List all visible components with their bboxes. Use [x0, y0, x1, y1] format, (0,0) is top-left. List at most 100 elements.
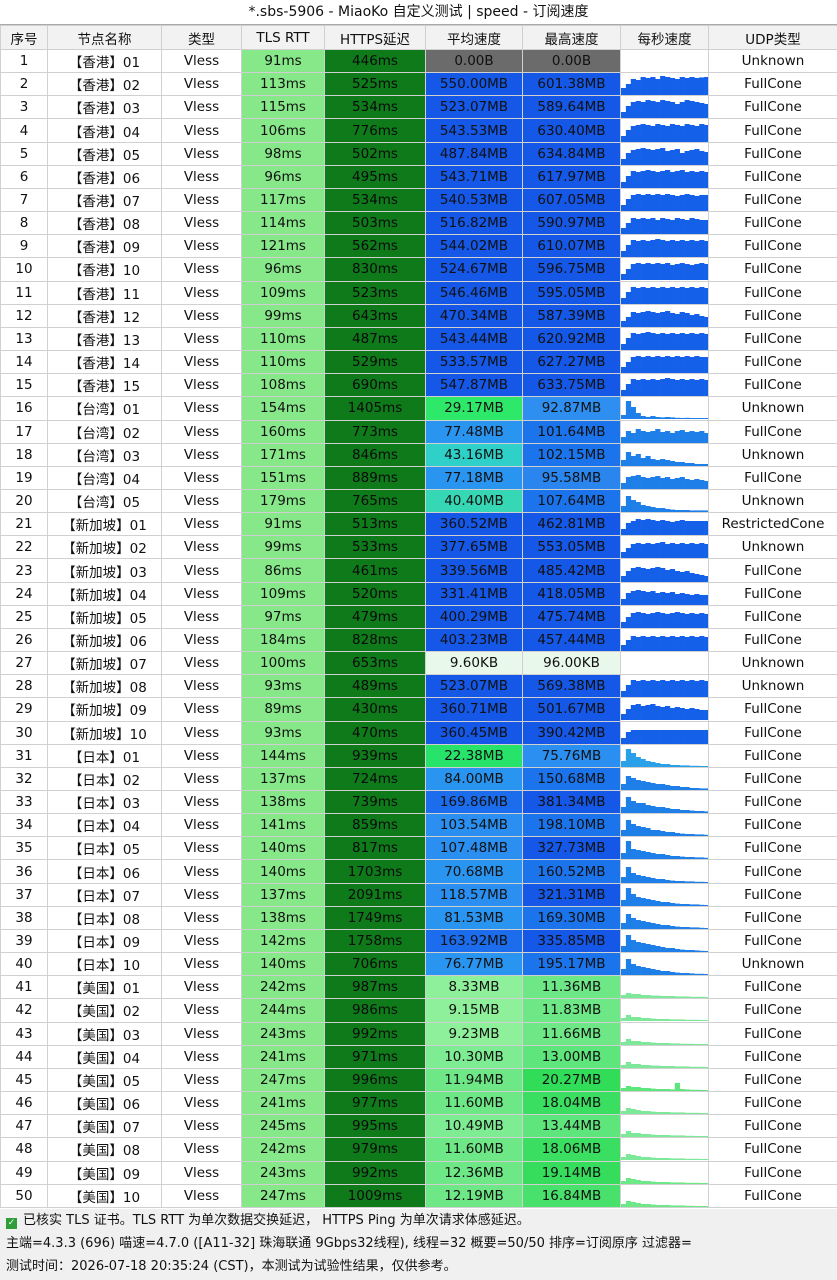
table-row[interactable]: 39 【日本】09 Vless 142ms 1758ms 163.92MB 335.85MB… [0, 928, 837, 954]
table-row[interactable]: 31 【日本】01 Vless 144ms 939ms 22.38MB 75.76MB Ful… [0, 743, 837, 768]
max-speed-cell: 101.64MB [522, 419, 621, 444]
sparkline-bar [679, 635, 685, 651]
table-row[interactable]: 1 【香港】01 Vless 91ms 446ms 0.00B 0.00B Unknown [0, 48, 837, 74]
sparkline-bar [669, 1065, 676, 1068]
header-https-latency[interactable]: HTTPS延迟 [324, 25, 426, 50]
table-row[interactable]: 3 【香港】03 Vless 115ms 534ms 523.07MB 589.64MB Fu… [0, 95, 837, 120]
table-row[interactable]: 12 【香港】12 Vless 99ms 643ms 470.34MB 587.39MB Fu… [0, 303, 837, 328]
sparkline-bar [704, 463, 708, 466]
table-row[interactable]: 5 【香港】05 Vless 98ms 502ms 487.84MB 634.84MB Ful… [0, 141, 837, 166]
table-row[interactable]: 47 【美国】07 Vless 245ms 995ms 10.49MB 13.44MB Ful… [0, 1114, 837, 1139]
table-row[interactable]: 11 【香港】11 Vless 109ms 523ms 546.46MB 595.05MB F… [0, 280, 837, 305]
sparkline-bar [645, 781, 651, 790]
sparkline-bar [650, 1088, 656, 1091]
max-speed-cell: 589.64MB [522, 95, 621, 120]
table-row[interactable]: 46 【美国】06 Vless 241ms 977ms 11.60MB 18.04MB Ful… [0, 1091, 837, 1116]
table-row[interactable]: 44 【美国】04 Vless 241ms 971ms 10.30MB 13.00MB Ful… [0, 1044, 837, 1069]
table-row[interactable]: 14 【香港】14 Vless 110ms 529ms 533.57MB 627.27MB F… [0, 350, 837, 375]
header-type[interactable]: 类型 [161, 25, 242, 50]
sparkline-bar [694, 1089, 700, 1091]
table-row[interactable]: 48 【美国】08 Vless 242ms 979ms 11.60MB 18.06MB Ful… [0, 1137, 837, 1162]
sparkline-bar [704, 858, 708, 859]
table-row[interactable]: 49 【美国】09 Vless 243ms 992ms 12.36MB 19.14MB Ful… [0, 1160, 837, 1185]
sparkline-bar [674, 681, 680, 697]
header-index[interactable]: 序号 [0, 25, 48, 50]
table-row[interactable]: 15 【香港】15 Vless 108ms 690ms 547.87MB 633.75MB F… [0, 373, 837, 398]
table-row[interactable]: 34 【日本】04 Vless 141ms 859ms 103.54MB 198.10MB F… [0, 813, 837, 838]
table-row[interactable]: 36 【日本】06 Vless 140ms 1703ms 70.68MB 160.52MB F… [0, 859, 837, 884]
sparkline-bar [630, 612, 636, 628]
table-row[interactable]: 22 【新加坡】02 Vless 99ms 533ms 377.65MB 553.05MB U… [0, 535, 837, 560]
table-row[interactable]: 8 【香港】08 Vless 114ms 503ms 516.82MB 590.97MB Fu… [0, 211, 837, 236]
table-row[interactable]: 13 【香港】13 Vless 110ms 487ms 543.44MB 620.92MB F… [0, 326, 837, 352]
sparkline-bar [669, 195, 676, 211]
header-max-speed[interactable]: 最高速度 [522, 25, 621, 50]
table-row[interactable]: 45 【美国】05 Vless 247ms 996ms 11.94MB 20.27MB Ful… [0, 1067, 837, 1093]
table-row[interactable]: 25 【新加坡】05 Vless 97ms 479ms 400.29MB 475.74MB F… [0, 604, 837, 629]
node-type: Vless [161, 998, 242, 1023]
header-per-second-speed[interactable]: 每秒速度 [620, 25, 709, 50]
header-avg-speed[interactable]: 平均速度 [425, 25, 523, 50]
sparkline-bar [640, 77, 646, 95]
table-row[interactable]: 33 【日本】03 Vless 138ms 739ms 169.86MB 381.34MB F… [0, 789, 837, 815]
sparkline-bar [699, 150, 705, 165]
table-row[interactable]: 16 【台湾】01 Vless 154ms 1405ms 29.17MB 92.87MB Un… [0, 396, 837, 421]
table-row[interactable]: 9 【香港】09 Vless 121ms 562ms 544.02MB 610.07MB Fu… [0, 234, 837, 259]
table-row[interactable]: 40 【日本】10 Vless 140ms 706ms 76.77MB 195.17MB Un… [0, 952, 837, 977]
table-row[interactable]: 35 【日本】05 Vless 140ms 817ms 107.48MB 327.73MB F… [0, 836, 837, 861]
https-latency-cell: 776ms [324, 118, 426, 143]
max-speed-cell: 321.31MB [522, 882, 621, 907]
speed-sparkline [620, 697, 709, 722]
sparkline-bar [635, 589, 641, 605]
table-row[interactable]: 43 【美国】03 Vless 243ms 992ms 9.23MB 11.66MB Full… [0, 1021, 837, 1046]
tls-rtt-cell: 160ms [241, 419, 325, 444]
sparkline-bar [621, 1111, 627, 1114]
table-row[interactable]: 28 【新加坡】08 Vless 93ms 489ms 523.07MB 569.38MB U… [0, 674, 837, 699]
table-row[interactable]: 29 【新加坡】09 Vless 89ms 430ms 360.71MB 501.67MB F… [0, 697, 837, 722]
table-row[interactable]: 7 【香港】07 Vless 117ms 534ms 540.53MB 607.05MB Fu… [0, 187, 837, 213]
sparkline-bar [699, 612, 705, 628]
table-row[interactable]: 32 【日本】02 Vless 137ms 724ms 84.00MB 150.68MB Fu… [0, 766, 837, 792]
table-row[interactable]: 20 【台湾】05 Vless 179ms 765ms 40.40MB 107.64MB Un… [0, 488, 837, 514]
sparkline-bar [674, 833, 680, 836]
table-row[interactable]: 10 【香港】10 Vless 96ms 830ms 524.67MB 596.75MB Fu… [0, 257, 837, 282]
sparkline-bar [640, 920, 646, 929]
sparkline-bar [621, 1203, 627, 1207]
table-row[interactable]: 24 【新加坡】04 Vless 109ms 520ms 331.41MB 418.05MB… [0, 581, 837, 606]
table-row[interactable]: 21 【新加坡】01 Vless 91ms 513ms 360.52MB 462.81MB R… [0, 512, 837, 537]
sparkline-bar [704, 316, 708, 327]
table-row[interactable]: 41 【美国】01 Vless 242ms 987ms 8.33MB 11.36MB Full… [0, 975, 837, 1000]
table-row[interactable]: 37 【日本】07 Vless 137ms 2091ms 118.57MB 321.31MB… [0, 882, 837, 907]
speed-sparkline [620, 998, 709, 1023]
table-row[interactable]: 2 【香港】02 Vless 113ms 525ms 550.00MB 601.38MB Fu… [0, 72, 837, 97]
sparkline-bar [665, 333, 671, 350]
table-row[interactable]: 50 【美国】10 Vless 247ms 1009ms 12.19MB 16.84MB Fu… [0, 1183, 837, 1208]
table-row[interactable]: 30 【新加坡】10 Vless 93ms 470ms 360.45MB 390.42MB F… [0, 720, 837, 745]
sparkline-bar [669, 102, 676, 118]
sparkline-bar [689, 543, 695, 558]
sparkline-bar [684, 78, 690, 95]
header-udp-type[interactable]: UDP类型 [708, 25, 837, 50]
sparkline-bar [689, 708, 695, 721]
header-tls-rtt[interactable]: TLS RTT [241, 25, 325, 50]
header-node-name[interactable]: 节点名称 [47, 25, 162, 50]
sparkline-bar [645, 805, 651, 813]
table-row[interactable]: 6 【香港】06 Vless 96ms 495ms 543.71MB 617.97MB Ful… [0, 164, 837, 189]
table-row[interactable]: 26 【新加坡】06 Vless 184ms 828ms 403.23MB 457.44MB… [0, 627, 837, 653]
table-row[interactable]: 18 【台湾】03 Vless 171ms 846ms 43.16MB 102.15MB Un… [0, 442, 837, 467]
tls-rtt-cell: 247ms [241, 1067, 325, 1093]
row-index: 7 [0, 187, 48, 213]
table-row[interactable]: 23 【新加坡】03 Vless 86ms 461ms 339.56MB 485.42MB F… [0, 558, 837, 583]
node-type: Vless [161, 442, 242, 467]
table-row[interactable]: 19 【台湾】04 Vless 151ms 889ms 77.18MB 95.58MB Ful… [0, 465, 837, 490]
table-row[interactable]: 17 【台湾】02 Vless 160ms 773ms 77.48MB 101.64MB Fu… [0, 419, 837, 444]
sparkline-bar [630, 286, 636, 304]
table-row[interactable]: 27 【新加坡】07 Vless 100ms 653ms 9.60KB 96.00KB Unk… [0, 651, 837, 676]
https-latency-cell: 773ms [324, 419, 426, 444]
table-row[interactable]: 4 【香港】04 Vless 106ms 776ms 543.53MB 630.40MB Fu… [0, 118, 837, 143]
table-row[interactable]: 42 【美国】02 Vless 244ms 986ms 9.15MB 11.83MB Full… [0, 998, 837, 1023]
sparkline-bar [625, 866, 632, 883]
tls-rtt-cell: 91ms [241, 48, 325, 74]
table-row[interactable]: 38 【日本】08 Vless 138ms 1749ms 81.53MB 169.30MB F… [0, 905, 837, 930]
sparkline-bar [689, 265, 695, 281]
